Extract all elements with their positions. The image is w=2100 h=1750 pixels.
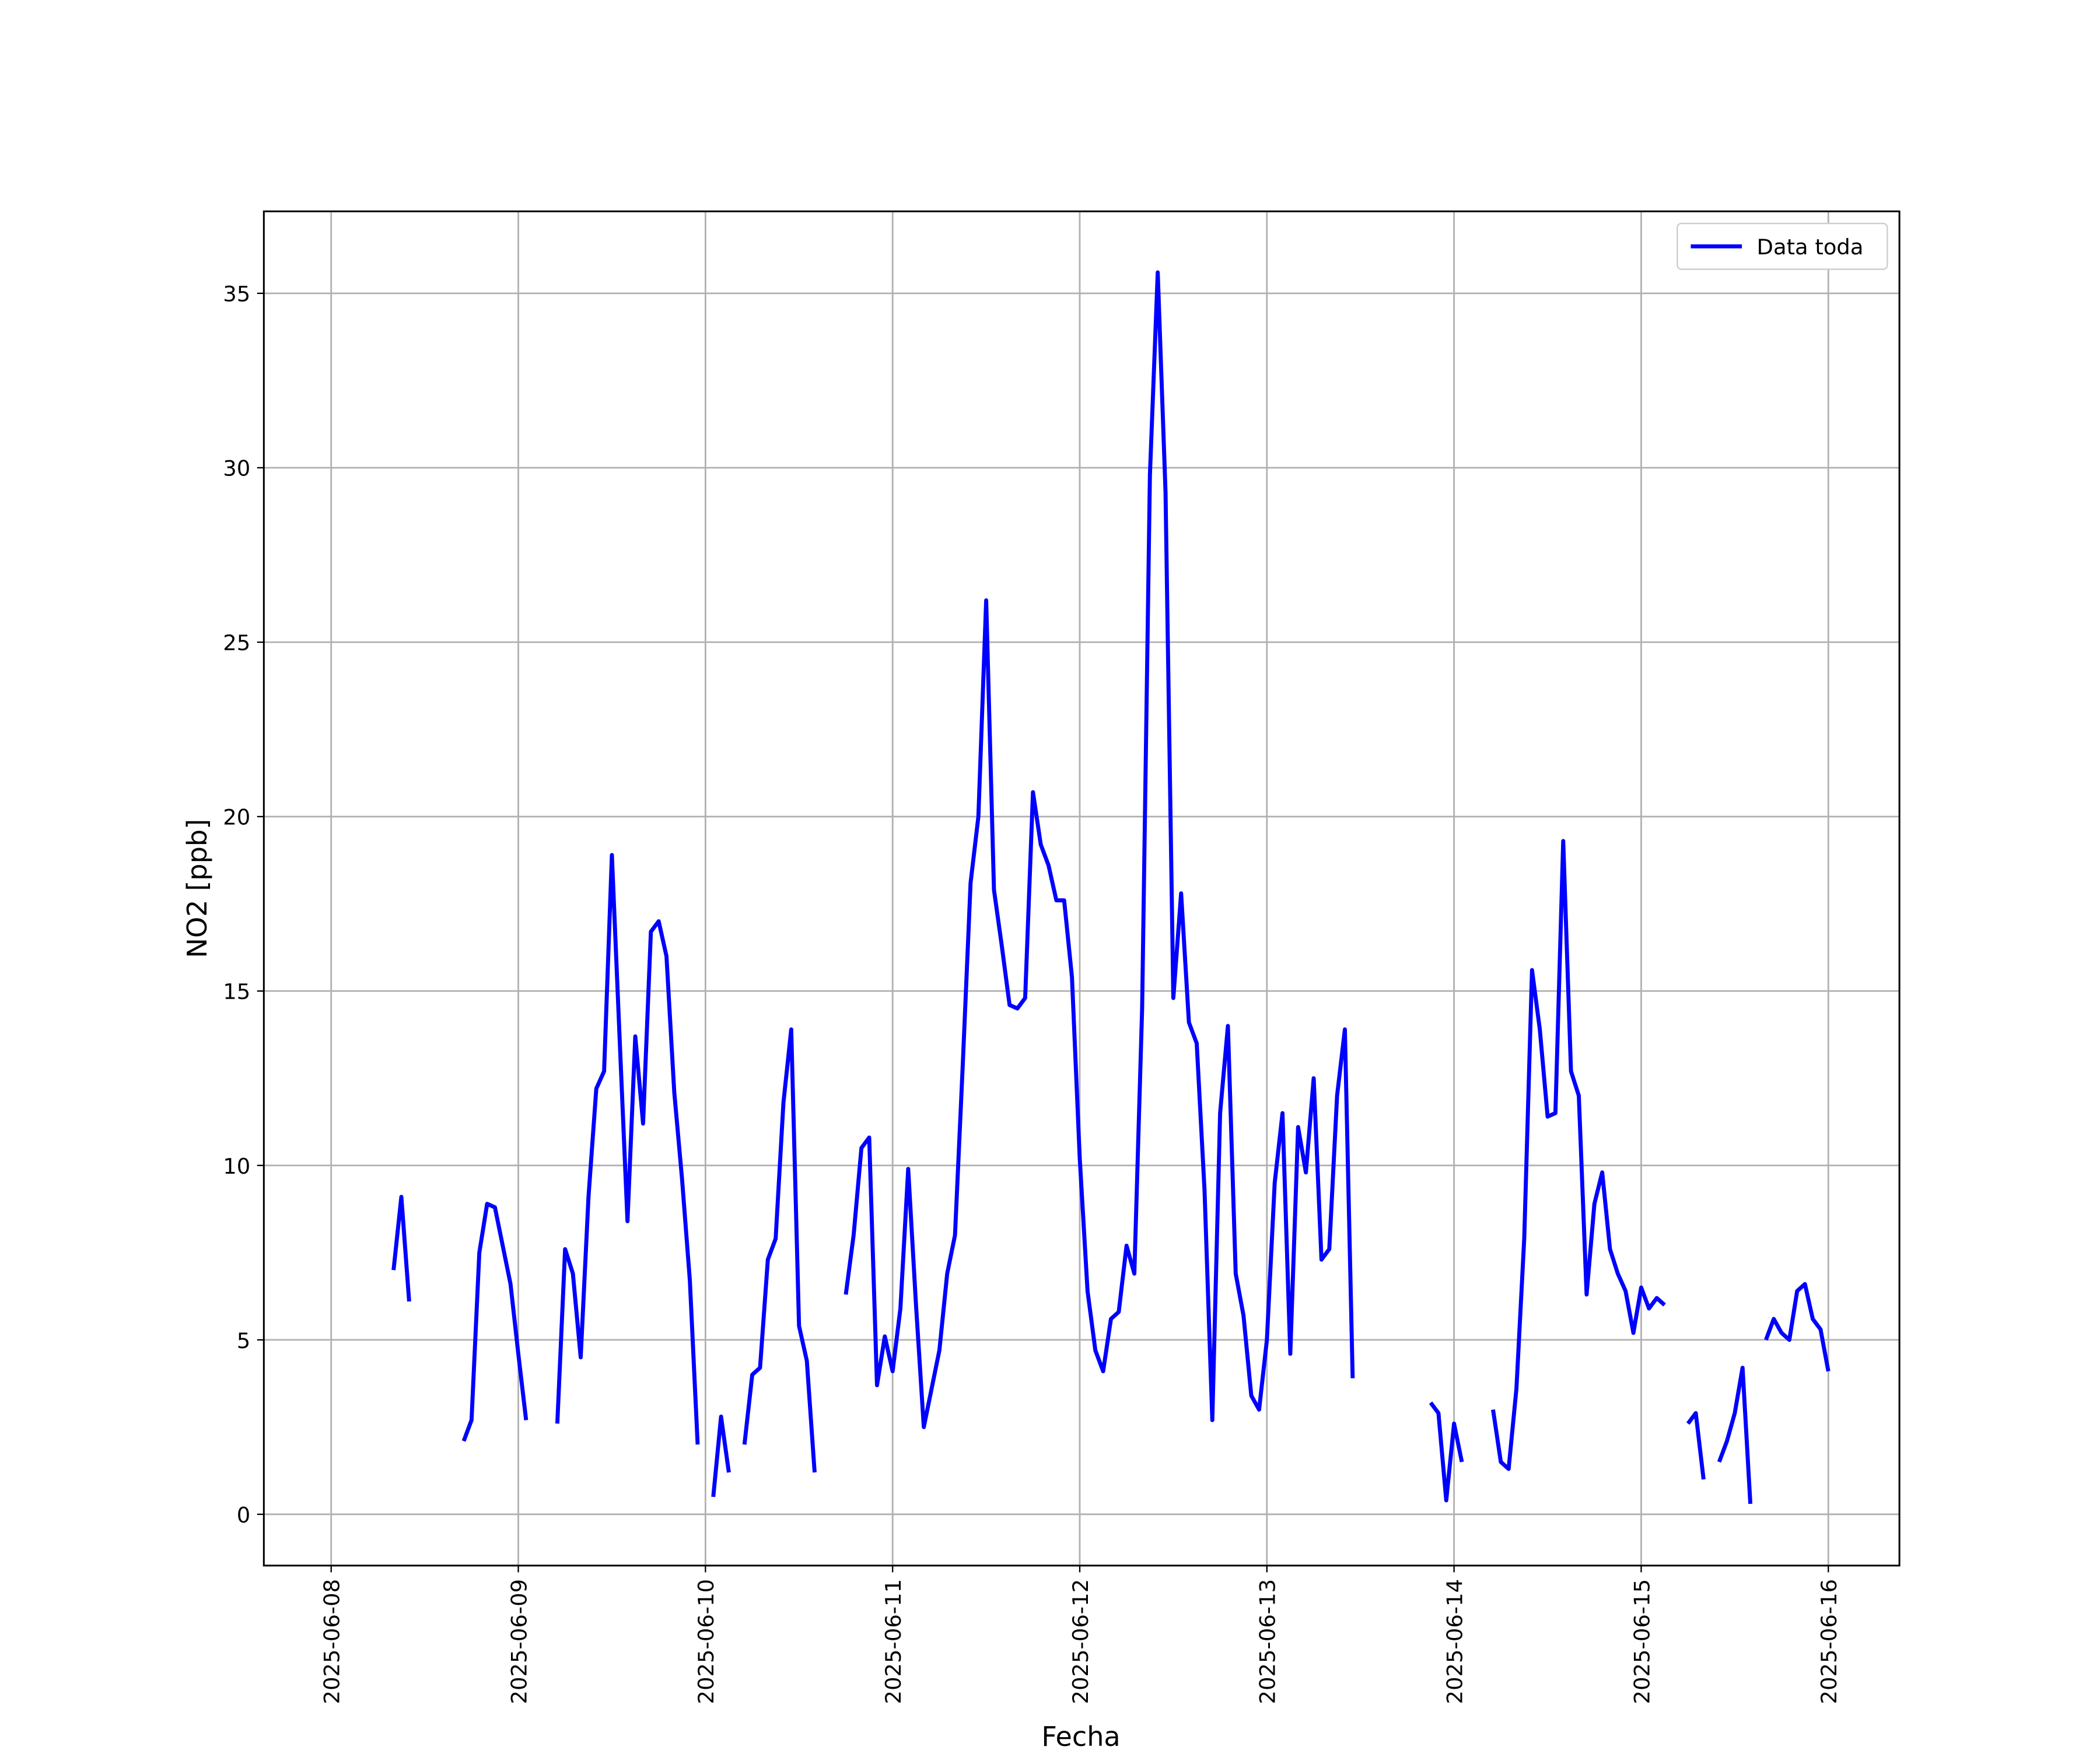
legend-box	[1676, 222, 1888, 270]
x-tick-label: 2025-06-11	[881, 1579, 906, 1704]
y-axis-label: NO2 [ppb]	[181, 819, 213, 958]
x-tick-label: 2025-06-13	[1255, 1579, 1280, 1704]
plot-frame	[262, 210, 1901, 1567]
y-tick-label: 5	[237, 1328, 250, 1353]
y-tick-label: 35	[223, 282, 250, 307]
x-tick-label: 2025-06-08	[320, 1579, 345, 1704]
data-line	[391, 270, 1831, 1504]
y-tick-label: 0	[237, 1503, 250, 1528]
x-tick-label: 2025-06-16	[1817, 1579, 1842, 1704]
y-tick-label: 25	[223, 631, 250, 656]
x-tick-label: 2025-06-10	[694, 1579, 719, 1704]
y-tick-label: 20	[223, 805, 250, 830]
x-axis-label: Fecha	[1041, 1721, 1120, 1750]
x-tick-label: 2025-06-12	[1068, 1579, 1093, 1704]
y-tick-label: 15	[223, 979, 250, 1005]
y-tick-label: 10	[223, 1154, 250, 1179]
x-tick-label: 2025-06-09	[506, 1579, 531, 1704]
x-tick-label: 2025-06-15	[1629, 1579, 1654, 1704]
x-tick-label: 2025-06-14	[1442, 1579, 1467, 1704]
legend-label: Data toda	[1757, 235, 1864, 260]
y-tick-label: 30	[223, 456, 250, 481]
